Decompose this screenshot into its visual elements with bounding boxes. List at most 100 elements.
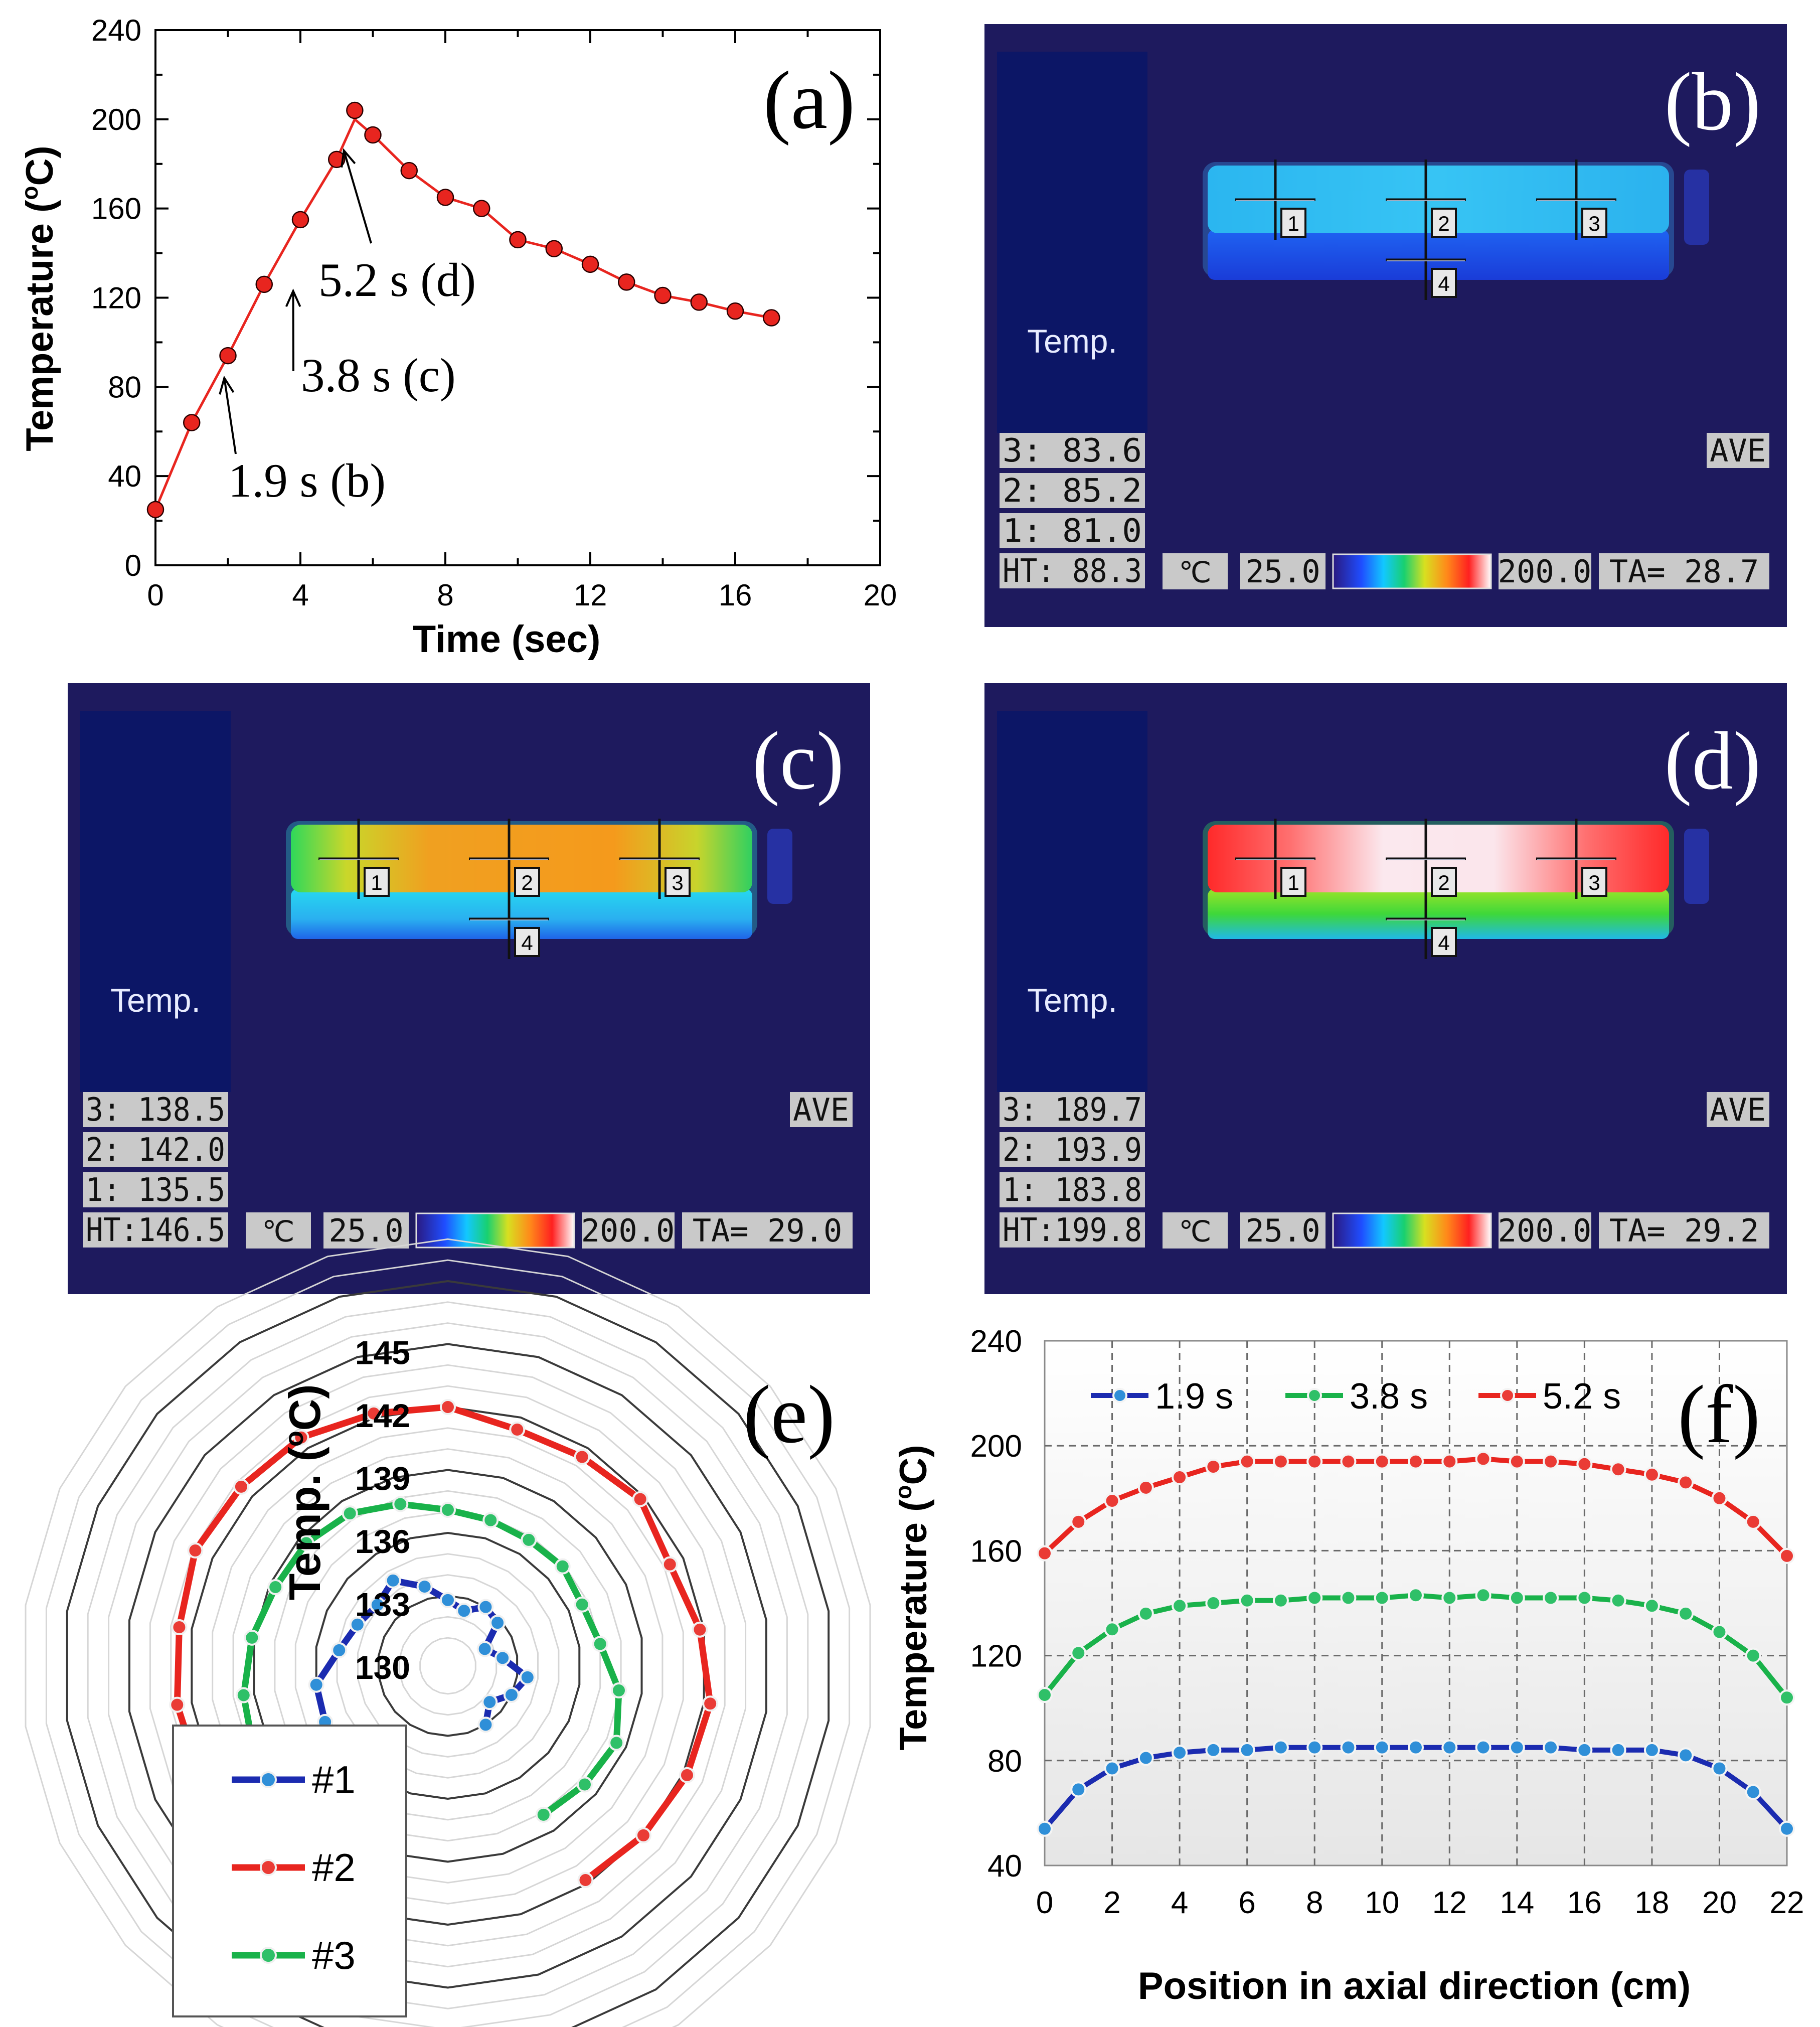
y-tick-labels: 40 80 120 160 200 240 xyxy=(970,1324,1022,1884)
series-point-1 xyxy=(1779,1820,1795,1837)
marker-box xyxy=(514,867,540,897)
series-point-3 xyxy=(392,1496,409,1512)
series-point-1 xyxy=(477,1717,494,1733)
legend-label: 1.9 s xyxy=(1155,1376,1233,1417)
y-tick-label: 200 xyxy=(91,103,141,136)
series-point-3 xyxy=(244,1629,260,1646)
mode-box xyxy=(790,1092,853,1127)
series-point-2 xyxy=(1137,1605,1154,1622)
series-point-1 xyxy=(1137,1750,1154,1766)
series-point-1 xyxy=(477,1599,494,1615)
y-label-degree: o xyxy=(17,186,43,200)
temperature-panel xyxy=(997,52,1147,433)
series-point-1 xyxy=(349,1616,366,1633)
y-tick-label: 120 xyxy=(91,281,141,315)
reading-text: 3: 138.5 xyxy=(86,1092,225,1129)
series-point-3 xyxy=(482,1512,499,1528)
annotation-arrow xyxy=(343,150,372,244)
reading-box xyxy=(1000,553,1145,588)
series-point-1 xyxy=(1306,1739,1323,1756)
y-tick-labels: 0 40 80 120 160 200 240 xyxy=(91,14,141,582)
reading-box xyxy=(1000,433,1145,468)
temp-label: Temp. xyxy=(1027,323,1117,360)
series-point-1 xyxy=(1745,1784,1761,1800)
legend-swatch-point xyxy=(260,1947,277,1964)
series-point-3 xyxy=(1745,1513,1761,1530)
y-tick-label: 120 xyxy=(970,1639,1022,1674)
annotation-arrowhead xyxy=(219,375,235,395)
series-point-1 xyxy=(1408,1739,1424,1756)
radar-ring-minor xyxy=(357,1574,539,1758)
series-point-2 xyxy=(1239,1592,1255,1609)
reading-text: 1: 81.0 xyxy=(1003,513,1142,550)
series-point-1 xyxy=(331,1642,348,1658)
y-tick-label: 200 xyxy=(970,1429,1022,1464)
reading-text: HT: 88.3 xyxy=(1003,553,1142,590)
radar-ring-minor xyxy=(212,1427,684,1905)
x-tick-label: 20 xyxy=(864,578,897,612)
mode-box xyxy=(1707,1092,1769,1127)
object-end-cap xyxy=(1684,829,1709,904)
y-label-main: Temperature ( xyxy=(19,200,61,451)
series-point-1 xyxy=(1037,1820,1053,1837)
series-point-2 xyxy=(1745,1647,1761,1664)
radar-ring-major xyxy=(315,1531,581,1800)
reading-text: HT:146.5 xyxy=(86,1212,225,1249)
marker-number: 2 xyxy=(521,871,533,894)
series-point-2 xyxy=(1711,1624,1728,1640)
marker-box xyxy=(1431,208,1457,238)
series-point-1 xyxy=(1172,1745,1188,1761)
series-point-2 xyxy=(509,1421,526,1438)
marker-box xyxy=(1431,268,1457,298)
color-scale-bar xyxy=(1332,553,1492,589)
series-point-1 xyxy=(416,1579,433,1595)
unit-text: ℃ xyxy=(262,1215,294,1248)
series-point-3 xyxy=(1441,1453,1458,1470)
series-point-3 xyxy=(574,1596,590,1613)
series-point-3 xyxy=(1610,1461,1626,1478)
series-point-2 xyxy=(679,1767,695,1783)
reading-text: 3: 83.6 xyxy=(1003,432,1142,470)
marker-number: 3 xyxy=(1588,212,1600,235)
x-tick-label: 4 xyxy=(292,578,308,612)
series-point-2 xyxy=(1509,1590,1525,1606)
reading-text: 1: 135.5 xyxy=(86,1172,225,1209)
thermal-image-d: Temp. 1 2 3 4 3: 189.72: 193.91: 183.8HT:199.… xyxy=(984,683,1787,1294)
series-point-3 xyxy=(1340,1453,1357,1470)
grid-lines xyxy=(1045,1341,1787,1865)
radar-ring-major xyxy=(128,1343,767,1989)
series-point-2 xyxy=(1306,1590,1323,1606)
series-point-3 xyxy=(1678,1474,1694,1491)
ta-box xyxy=(682,1212,853,1249)
x-tick-labels: 0 4 8 12 16 20 xyxy=(147,578,897,612)
radar-ring-minor xyxy=(398,1616,498,1716)
scale-min-box xyxy=(1240,1212,1326,1249)
panel-label-d: (d) xyxy=(1665,715,1761,807)
series-point-2 xyxy=(1272,1592,1289,1609)
series-point-1 xyxy=(503,1686,520,1703)
series-point-1 xyxy=(494,1650,511,1666)
series-point-2 xyxy=(233,1478,249,1495)
data-point xyxy=(291,211,309,229)
series-point-1 xyxy=(369,1597,386,1613)
marker-number: 4 xyxy=(1438,272,1449,295)
data-point xyxy=(654,286,672,304)
reading-box xyxy=(1000,473,1145,508)
legend-box xyxy=(172,1725,407,2017)
scale-min-box xyxy=(323,1212,409,1249)
annotation-label: 1.9 s (b) xyxy=(228,454,386,507)
scale-min: 25.0 xyxy=(328,1212,403,1249)
reading-box xyxy=(1000,513,1145,548)
series-point-1 xyxy=(1610,1742,1626,1758)
radial-tick-label: 130 xyxy=(355,1649,410,1686)
series-point-3 xyxy=(1205,1459,1222,1475)
legend-label: 3.8 s xyxy=(1350,1376,1428,1417)
y-axis-label: Temperature (oC) xyxy=(890,1445,935,1750)
series-point-3 xyxy=(1711,1490,1728,1506)
series-point-3 xyxy=(535,1806,552,1823)
scale-max: 200.0 xyxy=(1498,553,1592,590)
y-tick-label: 240 xyxy=(970,1324,1022,1359)
marker-box xyxy=(514,927,540,957)
series-point-2 xyxy=(574,1449,590,1465)
series-point-2 xyxy=(1441,1590,1458,1606)
